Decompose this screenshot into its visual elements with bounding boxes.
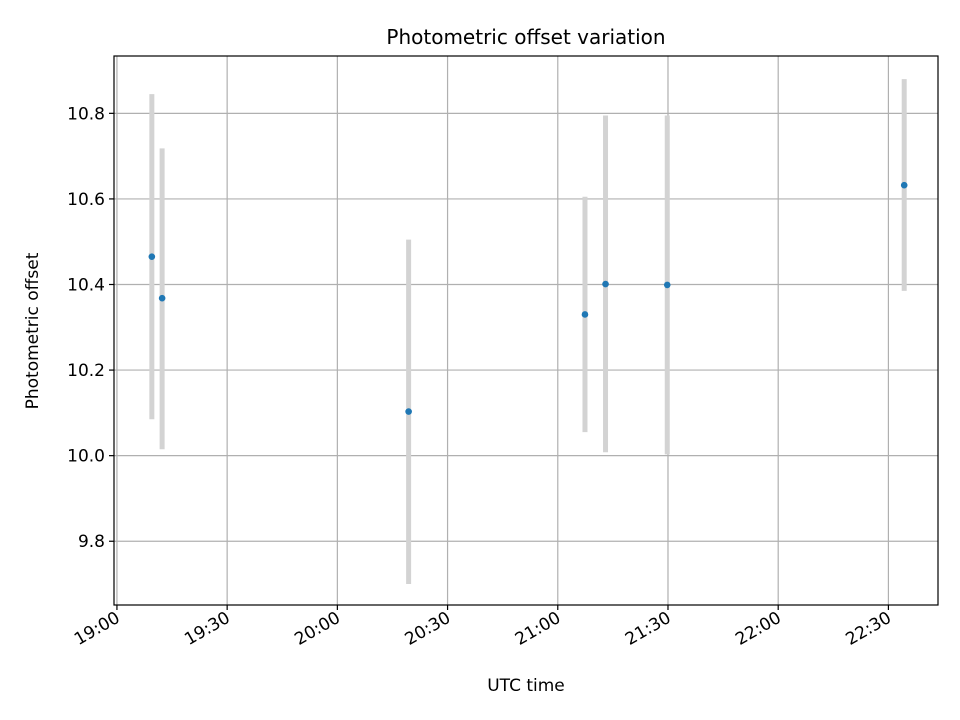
chart-title: Photometric offset variation [386, 25, 665, 49]
data-point [602, 280, 609, 288]
y-tick-label: 9.8 [78, 532, 105, 552]
data-point [405, 408, 412, 415]
y-tick-label: 10.8 [67, 104, 105, 124]
y-tick-label: 10.0 [67, 447, 105, 467]
data-point [663, 281, 671, 289]
y-axis-ticks: 9.8 10.0 10.2 10.4 10.6 10.8 [67, 104, 114, 552]
x-axis-label: UTC time [487, 676, 565, 696]
data-point [900, 181, 908, 189]
y-tick-label: 10.6 [67, 190, 105, 210]
data-point [581, 311, 589, 318]
y-tick-label: 10.4 [67, 276, 105, 296]
y-tick-label: 10.2 [67, 361, 105, 381]
plot-frame [113, 55, 939, 606]
y-axis-label: Photometric offset [23, 252, 43, 409]
data-point [148, 253, 156, 260]
data-point [158, 294, 166, 302]
data-points [148, 181, 908, 415]
